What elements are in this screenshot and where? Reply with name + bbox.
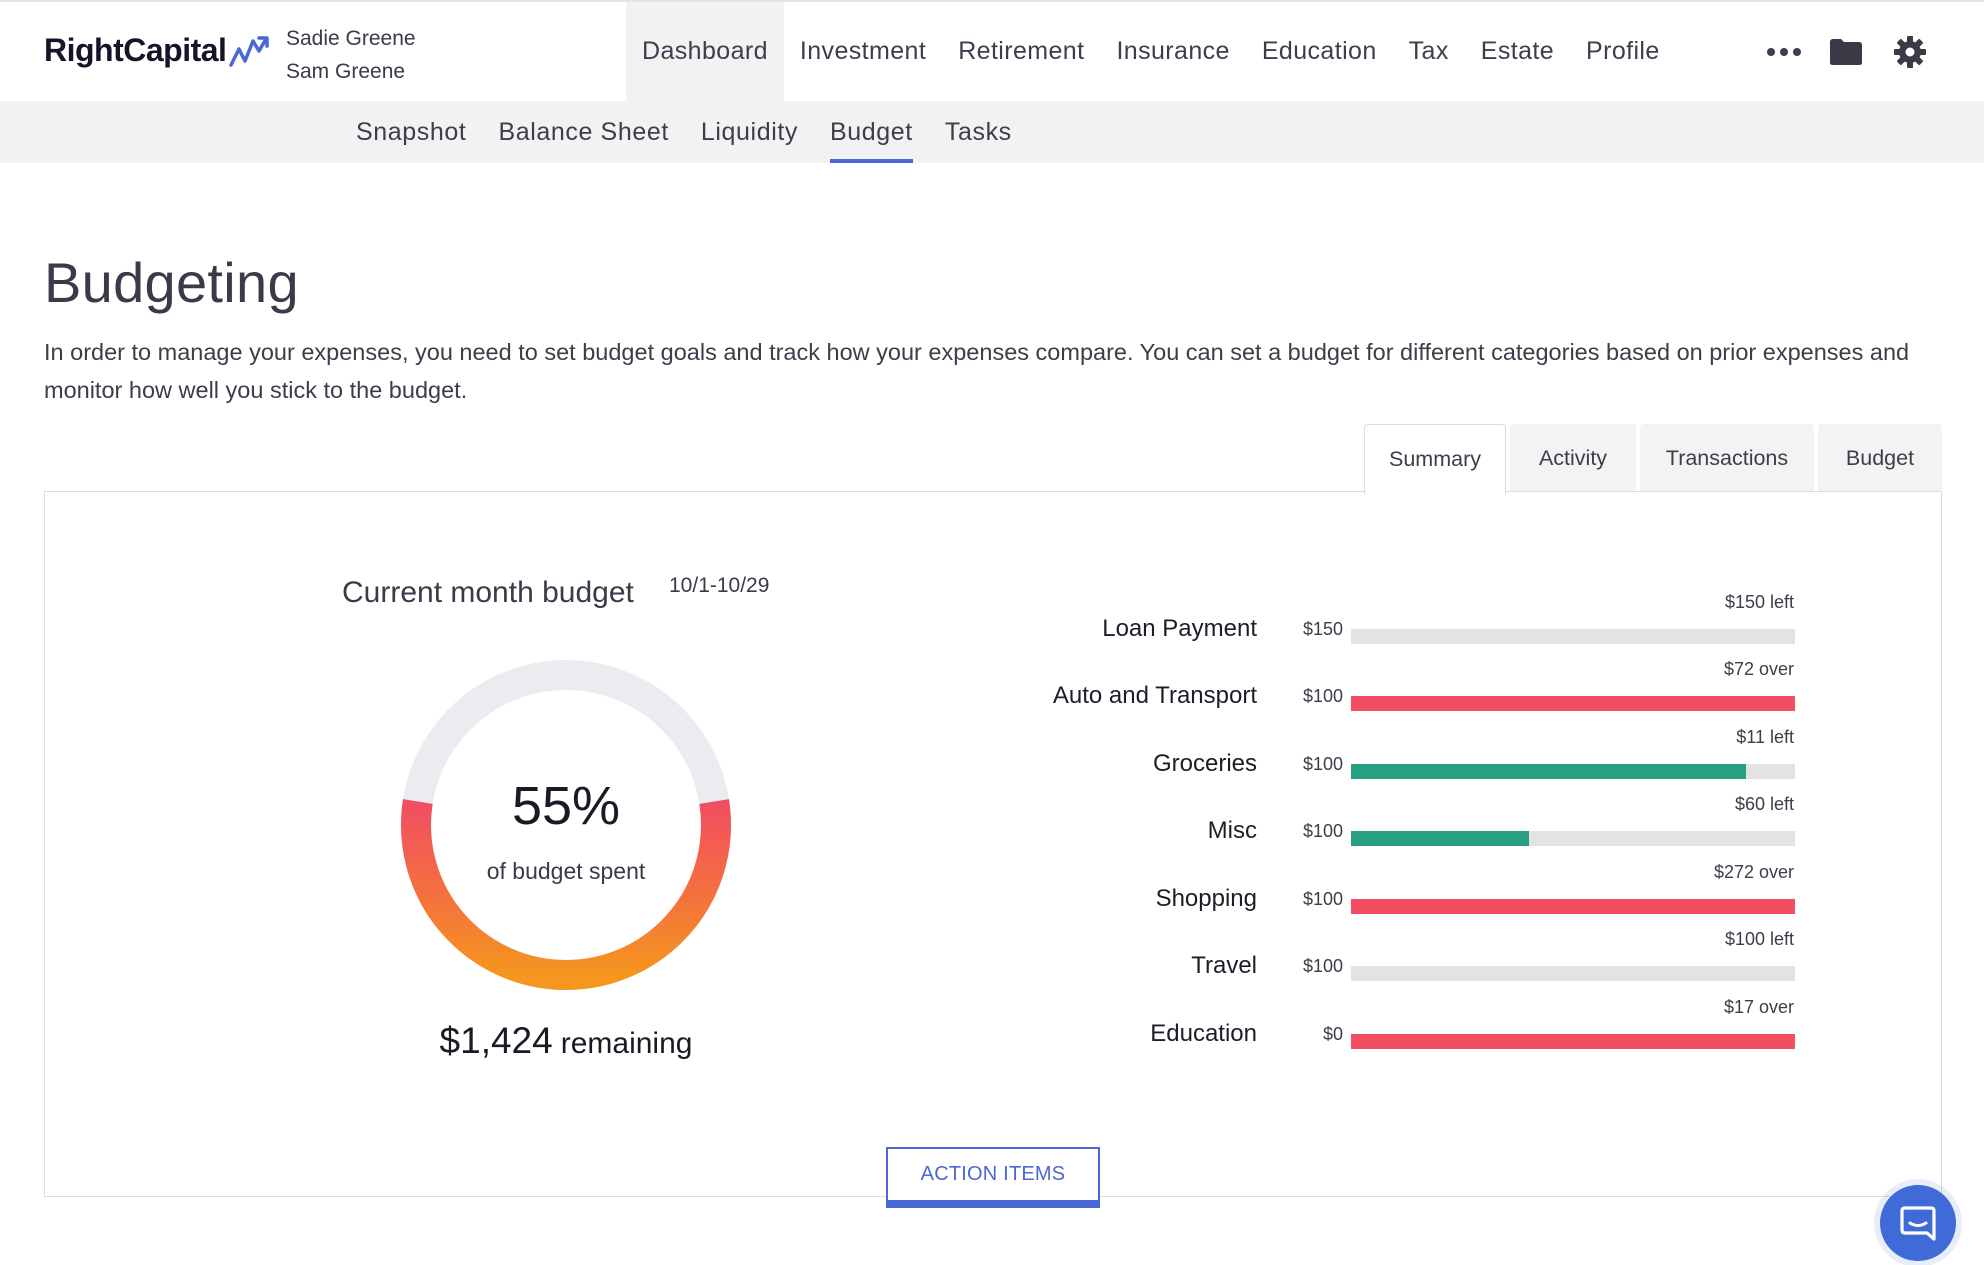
- more-icon[interactable]: [1764, 30, 1804, 74]
- category-budget: $100: [1302, 754, 1343, 774]
- tab-summary[interactable]: Summary: [1364, 424, 1506, 494]
- subnav-snapshot[interactable]: Snapshot: [356, 117, 467, 146]
- gear-icon[interactable]: [1890, 30, 1930, 74]
- sub-nav-bar: Snapshot Balance Sheet Liquidity Budget …: [0, 101, 1984, 163]
- subnav-tasks[interactable]: Tasks: [944, 117, 1012, 146]
- category-bar-fill: [1351, 764, 1747, 779]
- category-status: $60 left: [1734, 794, 1794, 814]
- category-status: $100 left: [1724, 929, 1794, 949]
- budget-donut-chart: [401, 660, 731, 990]
- category-bar-track: [1351, 899, 1795, 914]
- category-row[interactable]: Misc $100 $60 left: [0, 794, 1984, 859]
- percent-spent: 55%: [511, 776, 621, 836]
- chat-button[interactable]: [1880, 1185, 1956, 1261]
- nav-profile[interactable]: Profile: [1586, 37, 1660, 65]
- category-row[interactable]: Groceries $100 $11 left: [0, 727, 1984, 792]
- category-bar-fill: [1351, 831, 1529, 846]
- current-month-title: Current month budget: [342, 576, 634, 609]
- subnav-budget[interactable]: Budget: [814, 101, 929, 163]
- category-name: Misc: [1207, 817, 1257, 844]
- tab-budget[interactable]: Budget: [1818, 424, 1942, 492]
- nav-tax[interactable]: Tax: [1408, 37, 1449, 65]
- category-budget: $100: [1302, 821, 1343, 841]
- nav-estate[interactable]: Estate: [1480, 37, 1555, 65]
- category-bar-track: [1351, 1034, 1795, 1049]
- subnav-liquidity[interactable]: Liquidity: [700, 117, 799, 146]
- category-row[interactable]: Loan Payment $150 $150 left: [0, 592, 1984, 657]
- remaining-label: remaining: [560, 1027, 693, 1060]
- category-budget: $100: [1302, 889, 1343, 909]
- category-bar-track: [1351, 696, 1795, 711]
- nav-investment[interactable]: Investment: [799, 37, 927, 65]
- category-budget: $100: [1302, 956, 1343, 976]
- category-row[interactable]: Education $0 $17 over: [0, 997, 1984, 1062]
- percent-spent-label: of budget spent: [486, 858, 646, 884]
- date-range: 10/1-10/29: [669, 574, 770, 597]
- category-name: Groceries: [1152, 750, 1257, 777]
- category-name: Loan Payment: [1102, 615, 1257, 642]
- logo[interactable]: RightCapital: [44, 32, 270, 69]
- sub-nav: Snapshot Balance Sheet Liquidity Budget …: [340, 101, 1028, 163]
- logo-text: RightCapital: [44, 32, 227, 68]
- category-status: $272 over: [1713, 862, 1794, 882]
- header-icons: [1764, 30, 1930, 74]
- nav-education[interactable]: Education: [1261, 37, 1377, 65]
- category-name: Education: [1150, 1020, 1257, 1047]
- category-status: $150 left: [1724, 592, 1794, 612]
- budget-tabs: Summary Activity Transactions Budget: [1364, 424, 1942, 494]
- logo-trend-icon: [229, 35, 270, 67]
- category-status: $17 over: [1723, 997, 1794, 1017]
- category-name: Travel: [1191, 952, 1257, 979]
- nav-retirement[interactable]: Retirement: [958, 37, 1085, 65]
- page-description: In order to manage your expenses, you ne…: [44, 339, 1910, 403]
- chat-icon: [1900, 1206, 1936, 1241]
- nav-insurance[interactable]: Insurance: [1116, 37, 1230, 65]
- page-title: Budgeting: [44, 251, 299, 314]
- category-bar-track: [1351, 831, 1795, 846]
- client-name: Sadie Greene: [286, 27, 416, 50]
- category-budget: $150: [1302, 619, 1343, 639]
- category-row[interactable]: Travel $100 $100 left: [0, 929, 1984, 994]
- category-bar-fill: [1351, 1034, 1795, 1049]
- remaining-amount: $1,424: [439, 1020, 553, 1061]
- folder-icon[interactable]: [1826, 30, 1866, 74]
- category-budget: $100: [1302, 686, 1343, 706]
- category-row[interactable]: Shopping $100 $272 over: [0, 862, 1984, 927]
- client-name: Sam Greene: [286, 60, 406, 83]
- subnav-balance-sheet[interactable]: Balance Sheet: [498, 117, 669, 146]
- donut-spent-arc: [401, 799, 731, 990]
- tab-transactions[interactable]: Transactions: [1640, 424, 1814, 492]
- main-nav: Dashboard Investment Retirement Insuranc…: [626, 2, 1676, 101]
- category-status: $11 left: [1736, 727, 1794, 747]
- category-name: Shopping: [1155, 885, 1257, 912]
- category-bar-track: [1351, 764, 1795, 779]
- nav-dashboard[interactable]: Dashboard: [626, 2, 784, 101]
- category-name: Auto and Transport: [1052, 682, 1257, 709]
- category-budget: $0: [1322, 1024, 1343, 1044]
- category-bar-track: [1351, 966, 1795, 981]
- category-bar-fill: [1351, 899, 1795, 914]
- action-items-button[interactable]: ACTION ITEMS: [886, 1147, 1100, 1208]
- category-row[interactable]: Auto and Transport $100 $72 over: [0, 659, 1984, 724]
- top-bar: RightCapital Sadie Greene Sam Greene Das…: [0, 0, 1984, 101]
- category-bar-fill: [1351, 696, 1795, 711]
- client-names[interactable]: Sadie Greene Sam Greene: [286, 22, 416, 88]
- remaining-summary: $1,424 remaining: [366, 1020, 766, 1062]
- tab-activity[interactable]: Activity: [1510, 424, 1636, 492]
- category-status: $72 over: [1723, 659, 1794, 679]
- category-bar-track: [1351, 629, 1795, 644]
